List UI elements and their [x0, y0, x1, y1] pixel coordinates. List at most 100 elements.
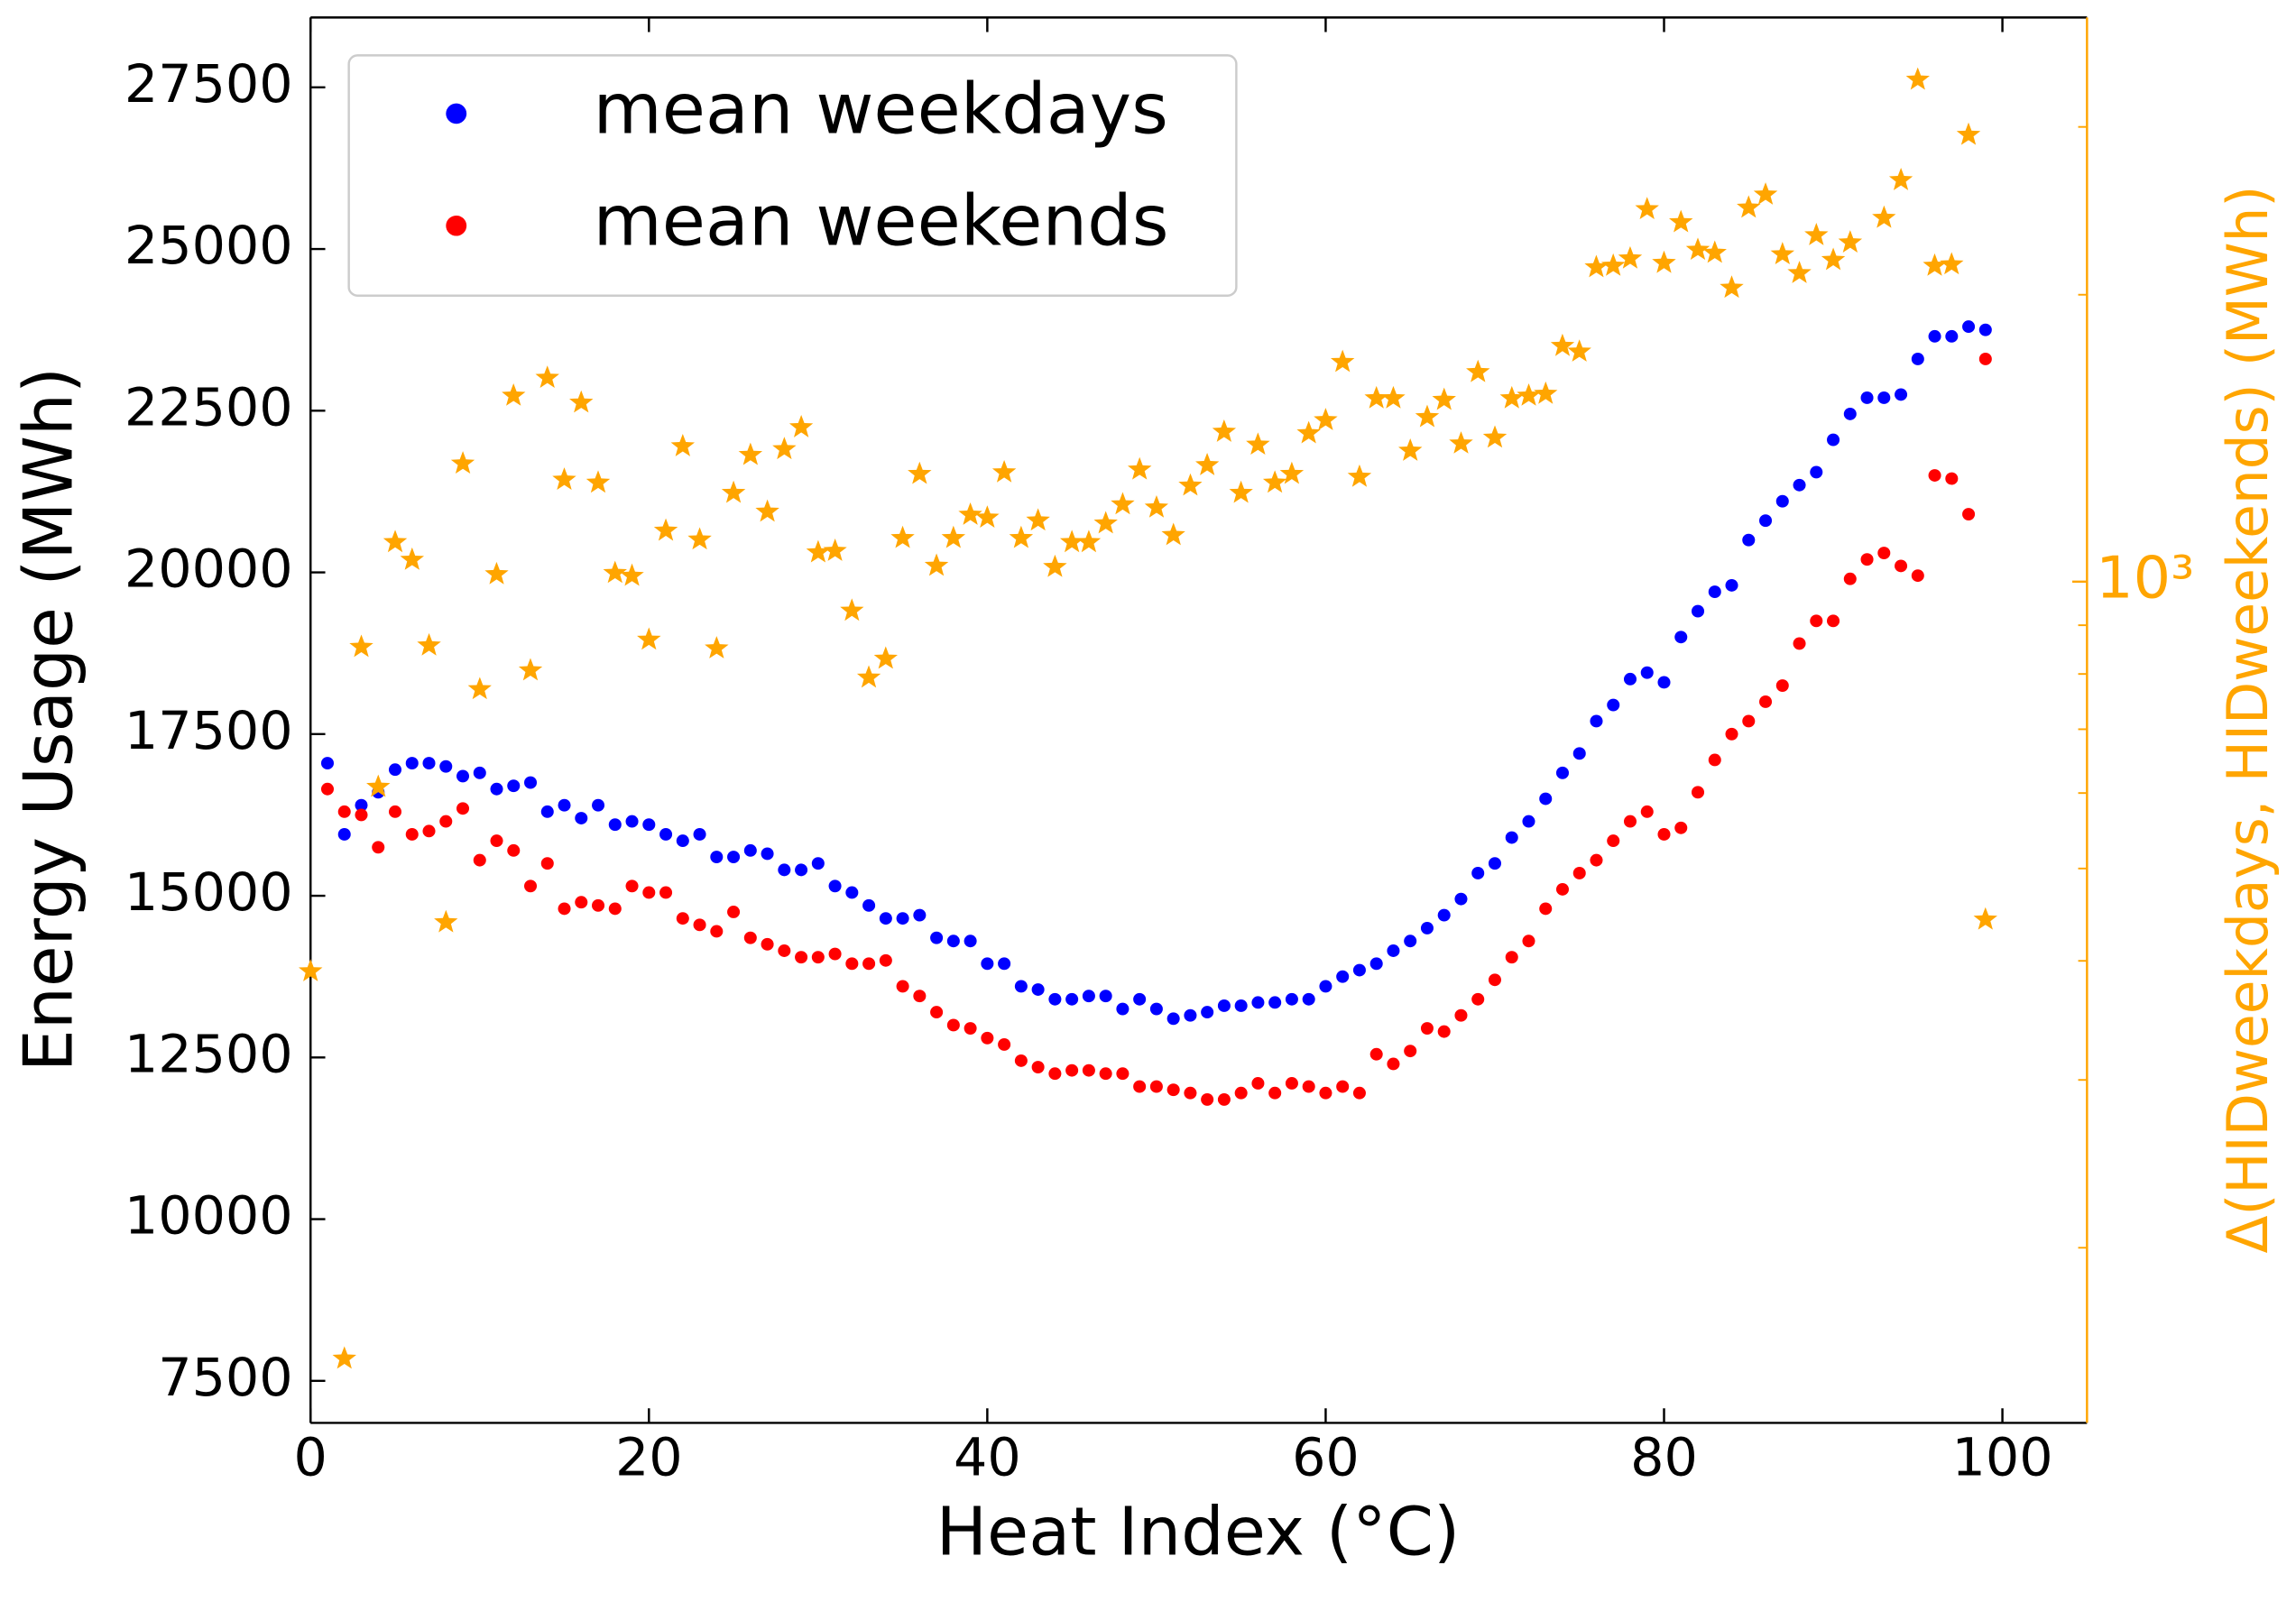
point [930, 1006, 944, 1019]
point [981, 1031, 994, 1045]
star-point [924, 553, 949, 576]
star-point [958, 502, 982, 525]
star-point [788, 414, 814, 437]
star-point [1753, 182, 1778, 205]
point [1454, 1008, 1468, 1022]
point [676, 912, 689, 925]
star-point [1111, 492, 1135, 515]
point [1454, 892, 1468, 906]
star-point [1330, 349, 1355, 373]
star-point [1973, 907, 1997, 930]
point [828, 879, 842, 893]
point [1775, 494, 1789, 508]
star-point [1043, 554, 1067, 577]
star-point [299, 959, 323, 981]
point [575, 896, 588, 909]
point [1725, 727, 1738, 741]
star-point [772, 437, 797, 460]
star-point [1652, 250, 1676, 273]
point [1691, 604, 1705, 618]
star-point [941, 525, 966, 548]
star-point [705, 636, 729, 658]
x-tick-label: 0 [294, 1427, 327, 1488]
star-point [991, 460, 1017, 483]
point [1488, 973, 1501, 987]
point [845, 886, 859, 899]
star-point [1229, 480, 1253, 503]
point [946, 1018, 960, 1032]
point [1572, 747, 1586, 760]
point [964, 934, 977, 948]
point [592, 898, 605, 912]
point [1810, 465, 1823, 479]
point [1065, 1063, 1079, 1077]
star-point [1517, 382, 1541, 406]
point [540, 805, 554, 818]
point [659, 828, 673, 841]
point [456, 769, 470, 783]
star-point [1279, 461, 1305, 484]
point [608, 902, 622, 916]
legend-box [347, 54, 1238, 297]
legend-label: mean weekends [593, 181, 1168, 262]
point [727, 851, 741, 863]
star-point [1838, 230, 1863, 253]
point [1555, 882, 1569, 896]
star-point [1635, 197, 1659, 219]
x-axis-label: Heat Index (°C) [936, 1493, 1461, 1571]
y2-axis-label: Δ(HIDweekdays, HIDweekends) (MWh) [2216, 186, 2281, 1254]
star-point [450, 451, 475, 474]
point [388, 805, 402, 818]
point [1420, 1022, 1434, 1035]
point [1166, 1012, 1180, 1026]
point [946, 934, 960, 948]
point [1691, 786, 1705, 799]
point [1302, 1080, 1315, 1093]
y2-tick-label: 10³ [2096, 545, 2194, 612]
star-point [417, 632, 441, 656]
point [625, 815, 639, 828]
star-point [1415, 404, 1440, 428]
star-point [586, 470, 611, 493]
point [1742, 533, 1756, 547]
star-point [484, 561, 509, 585]
star-point [687, 527, 712, 550]
star-point [366, 774, 391, 797]
point [1387, 944, 1400, 957]
point [1759, 695, 1773, 708]
point [1775, 679, 1789, 692]
star-point [1550, 333, 1575, 356]
point [1674, 821, 1688, 834]
y-tick-label: 15000 [124, 861, 293, 923]
point [1319, 980, 1332, 993]
point [693, 918, 706, 932]
point [1742, 714, 1756, 728]
point [998, 957, 1011, 971]
point [1607, 834, 1620, 848]
point [1978, 353, 1992, 365]
point [320, 757, 334, 770]
point [1911, 353, 1924, 365]
star-point [1787, 261, 1812, 283]
y-tick-label: 10000 [124, 1185, 293, 1247]
point [388, 763, 402, 777]
star-point [400, 547, 425, 570]
point [608, 818, 622, 832]
point [1962, 508, 1976, 520]
point [1285, 992, 1298, 1006]
point [439, 815, 453, 828]
star-point [670, 433, 696, 456]
star-point [1872, 205, 1896, 228]
point [337, 828, 351, 841]
point [1149, 1080, 1163, 1093]
star-point [1720, 275, 1744, 299]
point [896, 912, 909, 925]
point [879, 912, 892, 925]
point [862, 957, 876, 971]
point [355, 808, 368, 822]
point [811, 857, 825, 870]
star-point [620, 563, 644, 586]
point [1895, 559, 1908, 573]
point [913, 908, 927, 922]
point [507, 779, 521, 793]
